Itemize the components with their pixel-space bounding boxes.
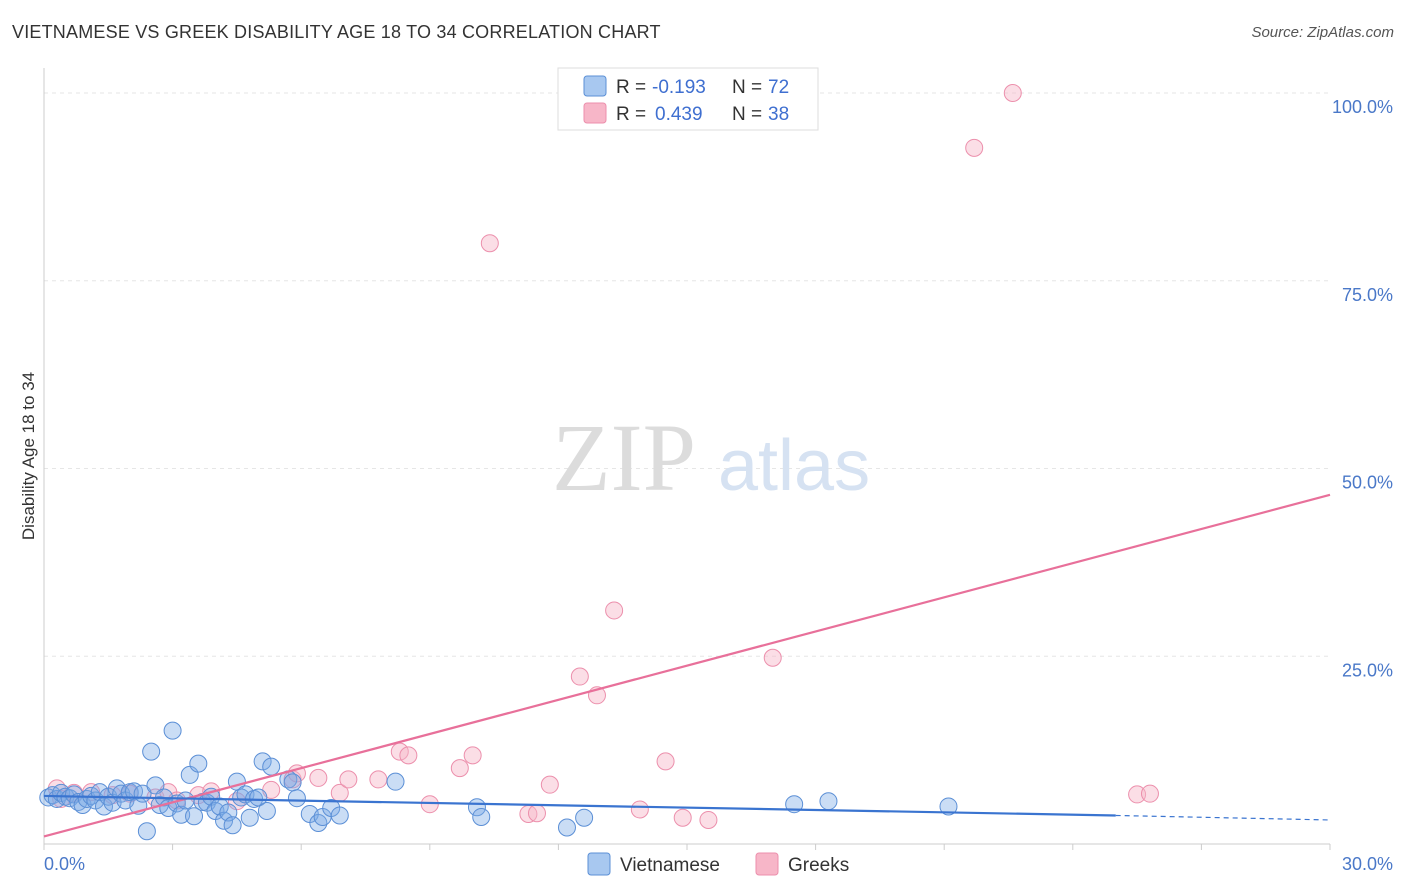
greeks-point — [450, 759, 469, 778]
x-tick-labels: 0.0% 30.0% — [44, 854, 1393, 874]
vietnamese-point — [283, 773, 302, 792]
vietnamese-point — [287, 789, 306, 808]
trend-line-vietnamese-extension — [1115, 814, 1331, 821]
vietnamese-point — [557, 818, 576, 837]
bottom-legend-swatch-vietnamese — [587, 852, 611, 876]
series-vietnamese-points — [39, 721, 958, 841]
greeks-point — [420, 795, 439, 814]
x-tick-label-min: 0.0% — [44, 854, 85, 874]
chart-source: Source: ZipAtlas.com — [1251, 24, 1394, 41]
vietnamese-point — [253, 752, 272, 771]
vietnamese-point — [163, 721, 182, 740]
grid-lines — [44, 92, 1330, 657]
vietnamese-point — [819, 792, 838, 811]
vietnamese-point — [240, 808, 259, 827]
vietnamese-point — [386, 772, 405, 791]
vietnamese-point — [215, 811, 234, 830]
bottom-legend: Vietnamese Greeks — [587, 852, 849, 876]
x-minor-ticks — [43, 844, 1331, 850]
greeks-point — [630, 800, 649, 819]
legend-swatch-greeks — [583, 102, 607, 124]
greeks-point — [1140, 784, 1159, 803]
greeks-point — [1128, 785, 1147, 804]
greeks-point — [763, 648, 782, 667]
vietnamese-point — [142, 742, 161, 761]
greeks-point — [656, 752, 675, 771]
legend-r-value-vietnamese: -0.193 — [652, 77, 706, 98]
vietnamese-point — [223, 816, 242, 835]
trend-lines — [43, 493, 1331, 838]
greeks-point — [527, 804, 546, 823]
series-greeks-points — [47, 84, 1159, 829]
greeks-point — [570, 667, 589, 686]
legend-n-value-vietnamese: 72 — [768, 77, 789, 98]
legend: R = -0.193 N = 72 R = 0.439 N = 38 — [557, 67, 819, 131]
vietnamese-point — [257, 801, 276, 820]
trend-line-vietnamese — [43, 794, 1116, 817]
greeks-point — [339, 770, 358, 789]
vietnamese-point — [472, 807, 491, 826]
greeks-point — [309, 768, 328, 787]
vietnamese-point — [172, 805, 191, 824]
greeks-point — [1003, 84, 1022, 103]
greeks-point — [390, 742, 409, 761]
bottom-legend-swatch-greeks — [755, 852, 779, 876]
y-tick-label: 50.0% — [1342, 473, 1393, 493]
chart-title: VIETNAMESE VS GREEK DISABILITY AGE 18 TO… — [12, 22, 661, 42]
legend-r-label-vietnamese: R = — [616, 77, 646, 98]
x-tick-label-max: 30.0% — [1342, 854, 1393, 874]
greeks-point — [540, 775, 559, 794]
legend-swatch-vietnamese — [583, 75, 607, 97]
vietnamese-point — [330, 806, 349, 825]
legend-n-label-vietnamese: N = — [732, 77, 762, 98]
legend-n-value-greeks: 38 — [768, 104, 789, 125]
y-tick-labels: 25.0% 50.0% 75.0% 100.0% — [1332, 97, 1393, 680]
greeks-point — [463, 746, 482, 765]
legend-r-value-greeks: 0.439 — [655, 104, 703, 125]
vietnamese-point — [939, 797, 958, 816]
vietnamese-point — [249, 788, 268, 807]
greeks-point — [673, 808, 692, 827]
vietnamese-point — [575, 808, 594, 827]
greeks-point — [480, 234, 499, 253]
legend-r-label-greeks: R = — [616, 104, 646, 125]
greeks-point — [965, 138, 984, 157]
greeks-point — [369, 770, 388, 789]
vietnamese-point — [185, 807, 204, 826]
y-tick-label: 100.0% — [1332, 97, 1393, 117]
y-axis-label: Disability Age 18 to 34 — [19, 372, 38, 540]
watermark-zip: ZIP — [552, 404, 696, 511]
y-tick-label: 25.0% — [1342, 660, 1393, 680]
legend-n-label-greeks: N = — [732, 104, 762, 125]
greeks-point — [605, 601, 624, 620]
bottom-legend-vietnamese: Vietnamese — [620, 855, 720, 876]
vietnamese-point — [137, 822, 156, 841]
y-tick-label: 75.0% — [1342, 285, 1393, 305]
greeks-point — [399, 746, 418, 765]
vietnamese-point — [262, 757, 281, 776]
greeks-point — [699, 810, 718, 829]
bottom-legend-greeks: Greeks — [788, 855, 849, 876]
vietnamese-point — [189, 754, 208, 773]
trend-line-greeks — [43, 493, 1331, 838]
watermark-atlas: atlas — [718, 426, 870, 506]
